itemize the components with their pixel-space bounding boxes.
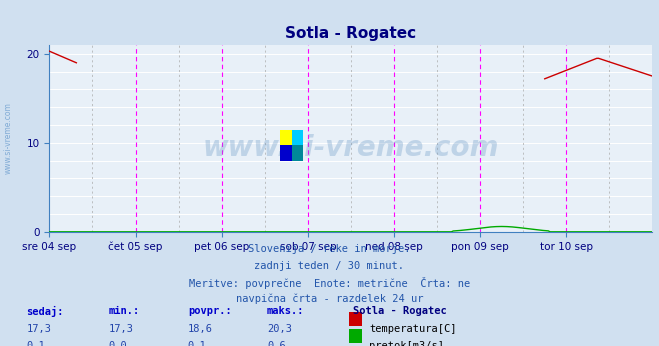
Text: 18,6: 18,6 (188, 324, 213, 334)
Text: 17,3: 17,3 (109, 324, 134, 334)
Text: 0,6: 0,6 (267, 341, 285, 346)
Text: Meritve: povprečne  Enote: metrične  Črta: ne: Meritve: povprečne Enote: metrične Črta:… (189, 277, 470, 289)
Text: www.si-vreme.com: www.si-vreme.com (3, 102, 13, 174)
Text: www.si-vreme.com: www.si-vreme.com (203, 134, 499, 162)
Text: 0,1: 0,1 (188, 341, 206, 346)
Text: Slovenija / reke in morje.: Slovenija / reke in morje. (248, 244, 411, 254)
Bar (280, 130, 291, 145)
Text: 0,0: 0,0 (109, 341, 127, 346)
Text: sedaj:: sedaj: (26, 306, 64, 317)
Text: temperatura[C]: temperatura[C] (369, 324, 457, 334)
Text: navpična črta - razdelek 24 ur: navpična črta - razdelek 24 ur (236, 294, 423, 304)
Text: 17,3: 17,3 (26, 324, 51, 334)
Text: maks.:: maks.: (267, 306, 304, 316)
Bar (291, 130, 303, 145)
Text: pretok[m3/s]: pretok[m3/s] (369, 341, 444, 346)
Bar (280, 145, 291, 161)
Title: Sotla - Rogatec: Sotla - Rogatec (285, 26, 416, 41)
Text: min.:: min.: (109, 306, 140, 316)
Bar (291, 145, 303, 161)
Text: 20,3: 20,3 (267, 324, 292, 334)
Text: Sotla - Rogatec: Sotla - Rogatec (353, 306, 446, 316)
Text: zadnji teden / 30 minut.: zadnji teden / 30 minut. (254, 261, 405, 271)
Text: 0,1: 0,1 (26, 341, 45, 346)
Text: povpr.:: povpr.: (188, 306, 231, 316)
